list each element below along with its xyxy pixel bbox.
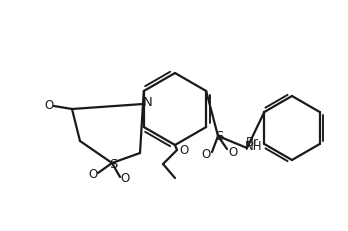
- Text: Br: Br: [246, 136, 259, 149]
- Text: O: O: [179, 143, 189, 156]
- Text: NH: NH: [245, 140, 263, 153]
- Text: O: O: [88, 168, 98, 181]
- Text: S: S: [109, 157, 117, 170]
- Text: O: O: [228, 145, 238, 158]
- Text: O: O: [120, 172, 129, 185]
- Text: N: N: [143, 95, 153, 108]
- Text: O: O: [201, 148, 211, 161]
- Text: S: S: [215, 129, 223, 142]
- Text: O: O: [45, 99, 54, 112]
